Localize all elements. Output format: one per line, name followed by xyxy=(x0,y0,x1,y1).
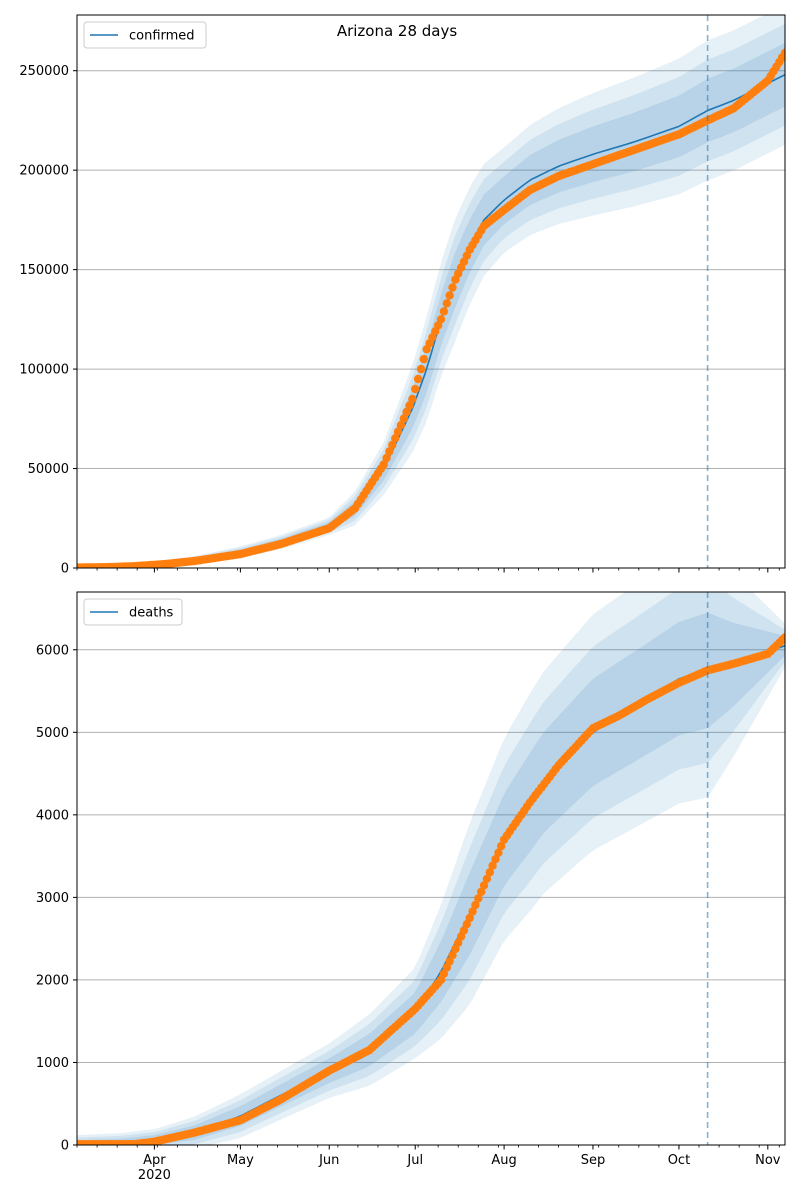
observed-point xyxy=(393,427,403,436)
x-tick-label: Nov xyxy=(755,1153,781,1168)
y-tick-label: 6000 xyxy=(36,643,69,658)
x-year-label: 2020 xyxy=(138,1168,171,1183)
observed-point xyxy=(780,633,785,642)
legend-label: deaths xyxy=(129,606,174,621)
observed-point xyxy=(436,315,446,324)
y-tick-label: 150000 xyxy=(19,263,69,278)
observed-point xyxy=(465,913,474,923)
deaths-panel: 0 1000 2000 3000 4000 5000 6000 Apr May Jun Jul Aug… xyxy=(36,591,786,1183)
figure-title: Arizona 28 days xyxy=(337,22,458,40)
x-tick-label: Sep xyxy=(581,1153,606,1168)
observed-point xyxy=(482,874,492,883)
observed-point xyxy=(494,848,503,857)
observed-point xyxy=(471,900,480,910)
observed-point xyxy=(416,364,426,374)
observed-point xyxy=(391,434,400,443)
y-tick-label: 4000 xyxy=(36,808,69,823)
observed-point xyxy=(399,414,408,423)
observed-point xyxy=(405,401,414,410)
x-tick-label: Jul xyxy=(406,1153,423,1168)
observed-point xyxy=(474,894,483,903)
uncertainty-band-2 xyxy=(77,592,785,1145)
observed-point xyxy=(479,881,489,890)
y-tick-label: 2000 xyxy=(36,973,69,988)
uncertainty-band-1 xyxy=(77,592,785,1145)
observed-point xyxy=(382,453,391,463)
plot-area xyxy=(77,15,785,568)
observed-point xyxy=(379,460,388,469)
y-tick-label: 100000 xyxy=(19,363,69,378)
uncertainty-band-3 xyxy=(77,612,785,1145)
observed-point xyxy=(413,374,423,384)
legend-box xyxy=(83,21,207,49)
y-tick-label: 0 xyxy=(61,562,69,577)
y-tick-label: 200000 xyxy=(19,164,69,179)
observed-point xyxy=(468,907,477,916)
observed-point xyxy=(411,384,420,394)
plot-area xyxy=(77,592,785,1145)
x-tick-label: Aug xyxy=(491,1153,516,1168)
y-tick-label: 250000 xyxy=(19,64,69,79)
y-tick-label: 0 xyxy=(61,1139,69,1154)
observed-point xyxy=(388,440,397,450)
axes-frame xyxy=(76,591,786,1146)
legend: confirmed xyxy=(83,21,207,49)
x-tick-label: Apr xyxy=(143,1153,166,1168)
observed-point xyxy=(385,447,394,456)
y-tick-label: 5000 xyxy=(36,726,69,741)
axes-frame xyxy=(76,14,786,569)
observed-point xyxy=(402,407,411,417)
legend-box xyxy=(83,598,183,626)
x-tick-label: Oct xyxy=(668,1153,690,1168)
uncertainty-band-3 xyxy=(77,42,785,568)
observed-point xyxy=(419,354,428,364)
observed-point xyxy=(439,307,449,316)
observed-point xyxy=(488,861,497,870)
observed-point xyxy=(442,299,451,308)
observed-point xyxy=(477,887,486,897)
observed-point xyxy=(780,48,785,57)
legend-label: confirmed xyxy=(129,29,195,44)
observed-point xyxy=(485,868,494,877)
observed-point xyxy=(396,421,406,430)
y-tick-label: 1000 xyxy=(36,1056,69,1071)
y-tick-label: 50000 xyxy=(28,462,69,477)
x-tick-label: May xyxy=(227,1153,254,1168)
x-tick-label: Jun xyxy=(318,1153,339,1168)
observed-point xyxy=(408,394,417,404)
uncertainty-band-1 xyxy=(77,15,785,568)
observed-point xyxy=(445,291,454,300)
confirmed-panel: 0 50000 100000 150000 200000 250000 confirmed xyxy=(19,14,786,577)
observed-point xyxy=(491,855,500,864)
legend: deaths xyxy=(83,598,183,626)
y-tick-label: 3000 xyxy=(36,891,69,906)
observed-point xyxy=(497,841,506,851)
observed-point xyxy=(448,283,457,292)
